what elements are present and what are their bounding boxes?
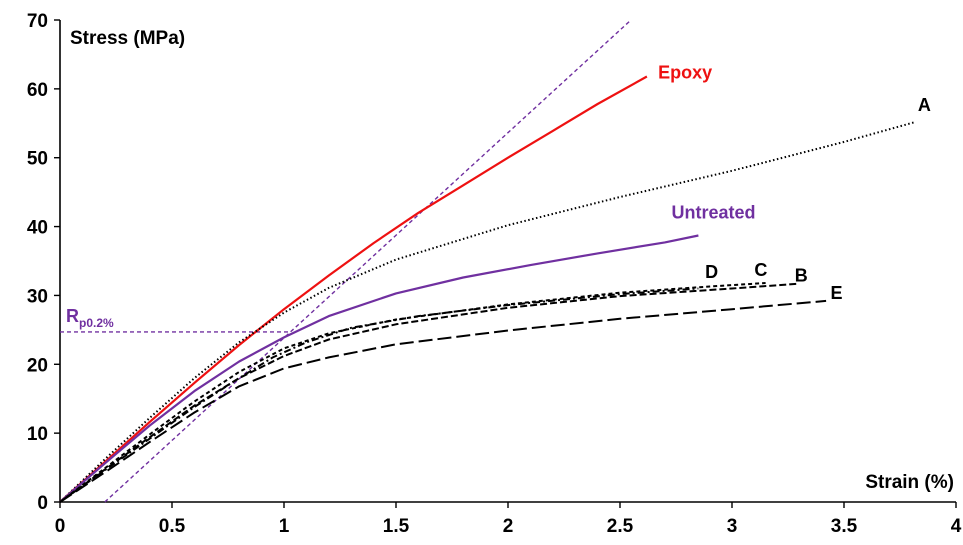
y-tick-label: 0 xyxy=(37,493,48,514)
series-label-b: B xyxy=(795,266,808,286)
series-label-e: E xyxy=(831,283,843,303)
x-tick-label: 1.5 xyxy=(383,516,410,537)
series-line-epoxy xyxy=(59,75,648,503)
x-tick-label: 4 xyxy=(951,516,962,537)
series-label-epoxy: Epoxy xyxy=(658,63,712,83)
x-tick-label: 3.5 xyxy=(831,516,858,537)
y-tick-label: 20 xyxy=(27,355,48,376)
y-tick-label: 30 xyxy=(27,286,48,307)
x-tick-label: 2.5 xyxy=(607,516,634,537)
y-tick-label: 10 xyxy=(27,424,48,445)
series-label-a: A xyxy=(918,95,931,115)
series-line-c xyxy=(59,282,766,503)
y-tick-label: 40 xyxy=(27,218,48,239)
rp-label-sub: p0.2% xyxy=(79,316,114,330)
x-tick-label: 3 xyxy=(727,516,738,537)
y-tick-label: 60 xyxy=(27,80,48,101)
x-tick-label: 0 xyxy=(55,516,66,537)
series-labels: Epoxy Untreated A D C B E xyxy=(658,63,931,303)
x-tick-label: 0.5 xyxy=(159,516,186,537)
y-tick-label: 50 xyxy=(27,149,48,170)
series-line-a xyxy=(59,120,916,503)
x-axis-title: Strain (%) xyxy=(865,472,954,493)
series-line-untreated xyxy=(59,234,699,503)
y-tick-label: 70 xyxy=(27,11,48,32)
series-line-e xyxy=(59,299,827,503)
series-line-d xyxy=(59,287,699,503)
series-line-b xyxy=(59,282,800,503)
series-label-c: C xyxy=(754,260,767,280)
series-label-untreated: Untreated xyxy=(672,202,756,222)
y-axis-title: Stress (MPa) xyxy=(70,28,185,49)
rp-label: Rp0.2% xyxy=(66,306,114,330)
axes xyxy=(59,20,956,503)
x-tick-label: 1 xyxy=(279,516,290,537)
rp-label-main: R xyxy=(66,306,79,326)
annotations: Rp0.2% xyxy=(60,19,632,503)
series xyxy=(59,75,916,503)
x-tick-label: 2 xyxy=(503,516,514,537)
series-label-d: D xyxy=(705,262,718,282)
